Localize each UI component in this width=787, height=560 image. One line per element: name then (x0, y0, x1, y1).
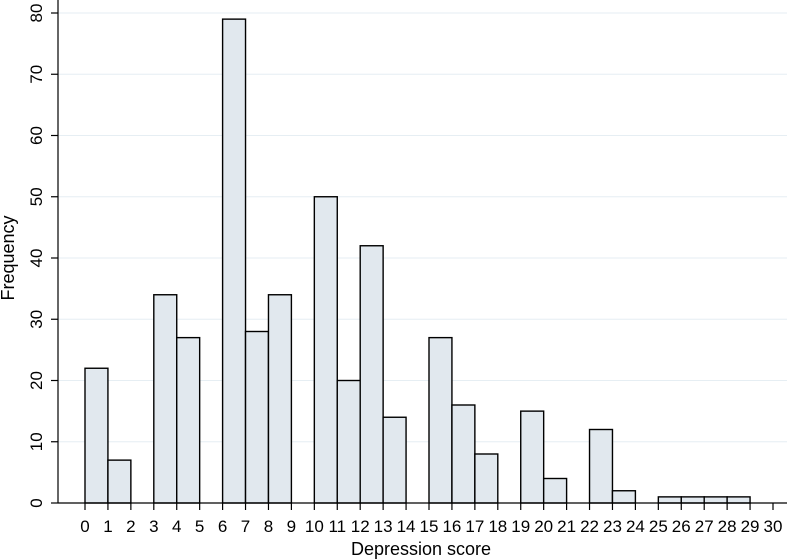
bar-0-1 (84, 367, 109, 504)
x-tick-label-7: 7 (241, 517, 250, 536)
bar-27-28 (703, 496, 728, 504)
bar-11-12 (336, 379, 361, 504)
x-tick-label-23: 23 (603, 517, 622, 536)
x-tick-label-27: 27 (695, 517, 714, 536)
x-tick-label-4: 4 (172, 517, 181, 536)
x-tick-label-20: 20 (534, 517, 553, 536)
x-axis-title: Depression score (351, 539, 491, 559)
x-tick-label-21: 21 (557, 517, 576, 536)
y-tick-label-60: 60 (27, 126, 46, 145)
y-ticks: 0 10 20 30 40 50 60 70 80 (27, 4, 58, 508)
x-tick-label-10: 10 (305, 517, 324, 536)
bar-1-2 (107, 459, 132, 504)
y-tick-label-40: 40 (27, 249, 46, 268)
x-tick-label-16: 16 (442, 517, 461, 536)
x-tick-label-25: 25 (649, 517, 668, 536)
x-tick-label-28: 28 (718, 517, 737, 536)
bar-25-26 (657, 496, 682, 504)
x-tick-label-24: 24 (626, 517, 645, 536)
bar-20-21 (542, 477, 568, 504)
x-tick-label-2: 2 (126, 517, 135, 536)
x-ticks: 0 1 2 3 4 5 6 7 8 9 10 11 12 13 14 15 16 17 18 19 20 21 22 23 24… (80, 503, 782, 536)
bar-4-5 (176, 336, 201, 504)
y-axis-title: Frequency (0, 215, 18, 300)
bar-23-24 (611, 490, 637, 504)
x-tick-label-12: 12 (351, 517, 370, 536)
x-tick-label-5: 5 (195, 517, 204, 536)
y-tick-label-70: 70 (27, 65, 46, 84)
x-tick-label-8: 8 (264, 517, 273, 536)
y-tick-label-0: 0 (27, 498, 46, 507)
x-tick-label-13: 13 (374, 517, 393, 536)
bar-19-20 (520, 410, 545, 504)
bar-16-17 (451, 404, 476, 504)
x-tick-label-3: 3 (149, 517, 158, 536)
bar-15-16 (428, 336, 453, 504)
x-tick-label-1: 1 (103, 517, 112, 536)
y-tick-label-10: 10 (27, 432, 46, 451)
x-tick-label-6: 6 (218, 517, 227, 536)
x-tick-label-19: 19 (511, 517, 530, 536)
x-tick-label-22: 22 (580, 517, 599, 536)
bar-3-4 (153, 294, 178, 504)
x-tick-label-11: 11 (328, 517, 346, 536)
bars (84, 18, 751, 504)
y-tick-label-80: 80 (27, 4, 46, 23)
bar-7-8 (244, 330, 270, 504)
bar-6-7 (221, 18, 247, 504)
y-tick-label-20: 20 (27, 371, 46, 390)
x-tick-label-18: 18 (488, 517, 507, 536)
x-tick-label-14: 14 (397, 517, 416, 536)
bar-22-23 (588, 428, 614, 504)
x-tick-label-9: 9 (287, 517, 296, 536)
x-tick-label-26: 26 (672, 517, 691, 536)
bar-13-14 (382, 416, 407, 504)
y-tick-label-30: 30 (27, 310, 46, 329)
bar-10-11 (313, 196, 338, 504)
x-tick-label-29: 29 (741, 517, 760, 536)
x-tick-label-17: 17 (465, 517, 484, 536)
bar-17-18 (474, 453, 499, 504)
x-tick-label-0: 0 (80, 517, 89, 536)
x-tick-label-15: 15 (420, 517, 439, 536)
x-tick-label-30: 30 (764, 517, 783, 536)
y-tick-label-50: 50 (27, 187, 46, 206)
bar-12-13 (359, 245, 384, 504)
bar-28-29 (726, 496, 751, 504)
bar-8-9 (267, 294, 293, 504)
bar-26-27 (680, 496, 705, 504)
